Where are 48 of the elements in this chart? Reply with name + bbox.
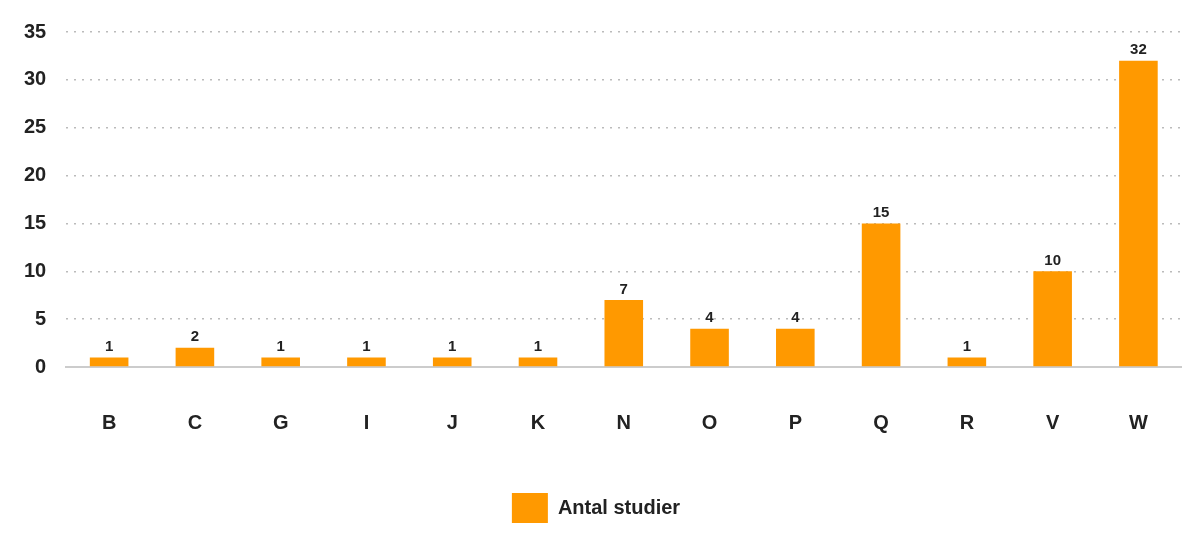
data-label: 1 [104,337,114,355]
bar [604,300,644,367]
bar [432,357,472,367]
x-tick-label: N [616,410,631,433]
y-tick-label: 0 [35,354,47,377]
bar [89,357,129,367]
y-tick-label: 5 [35,306,47,329]
data-label: 32 [1130,40,1147,58]
x-tick-label: C [187,410,203,433]
bar [947,357,987,367]
bar [175,347,215,367]
bar [861,223,901,367]
data-label: 2 [190,327,200,345]
x-tick-label: G [272,410,289,433]
data-label: 10 [1044,250,1061,268]
bar [690,328,729,367]
data-label: 4 [705,308,715,326]
data-label: 1 [448,337,457,355]
y-tick-label: 20 [24,163,47,186]
data-label: 15 [872,203,890,221]
x-tick-label: B [101,410,117,433]
bar [776,328,815,367]
x-tick-label: K [530,410,546,433]
data-label: 7 [619,279,628,297]
bar [518,357,558,367]
data-label: 1 [533,337,543,355]
x-tick-label: R [959,410,975,433]
legend-label: Antal studier [557,495,681,518]
x-tick-label: V [1045,410,1060,433]
x-tick-label: Q [873,410,889,433]
y-tick-label: 30 [24,67,47,90]
x-tick-label: W [1128,410,1148,433]
bar [1119,60,1158,367]
x-tick-label: I [363,410,370,433]
data-label: 4 [791,308,801,326]
x-tick-label: O [701,410,718,433]
y-tick-label: 35 [24,19,47,42]
y-tick-label: 15 [24,210,47,233]
data-label: 1 [962,337,972,355]
data-label: 1 [362,337,371,355]
bar [1033,271,1072,367]
y-tick-label: 25 [24,115,47,138]
bar [347,357,386,367]
data-label: 1 [276,337,285,355]
x-tick-label: P [788,410,802,433]
bar [261,357,300,367]
y-tick-label: 10 [24,258,47,281]
x-tick-label: J [446,410,458,433]
